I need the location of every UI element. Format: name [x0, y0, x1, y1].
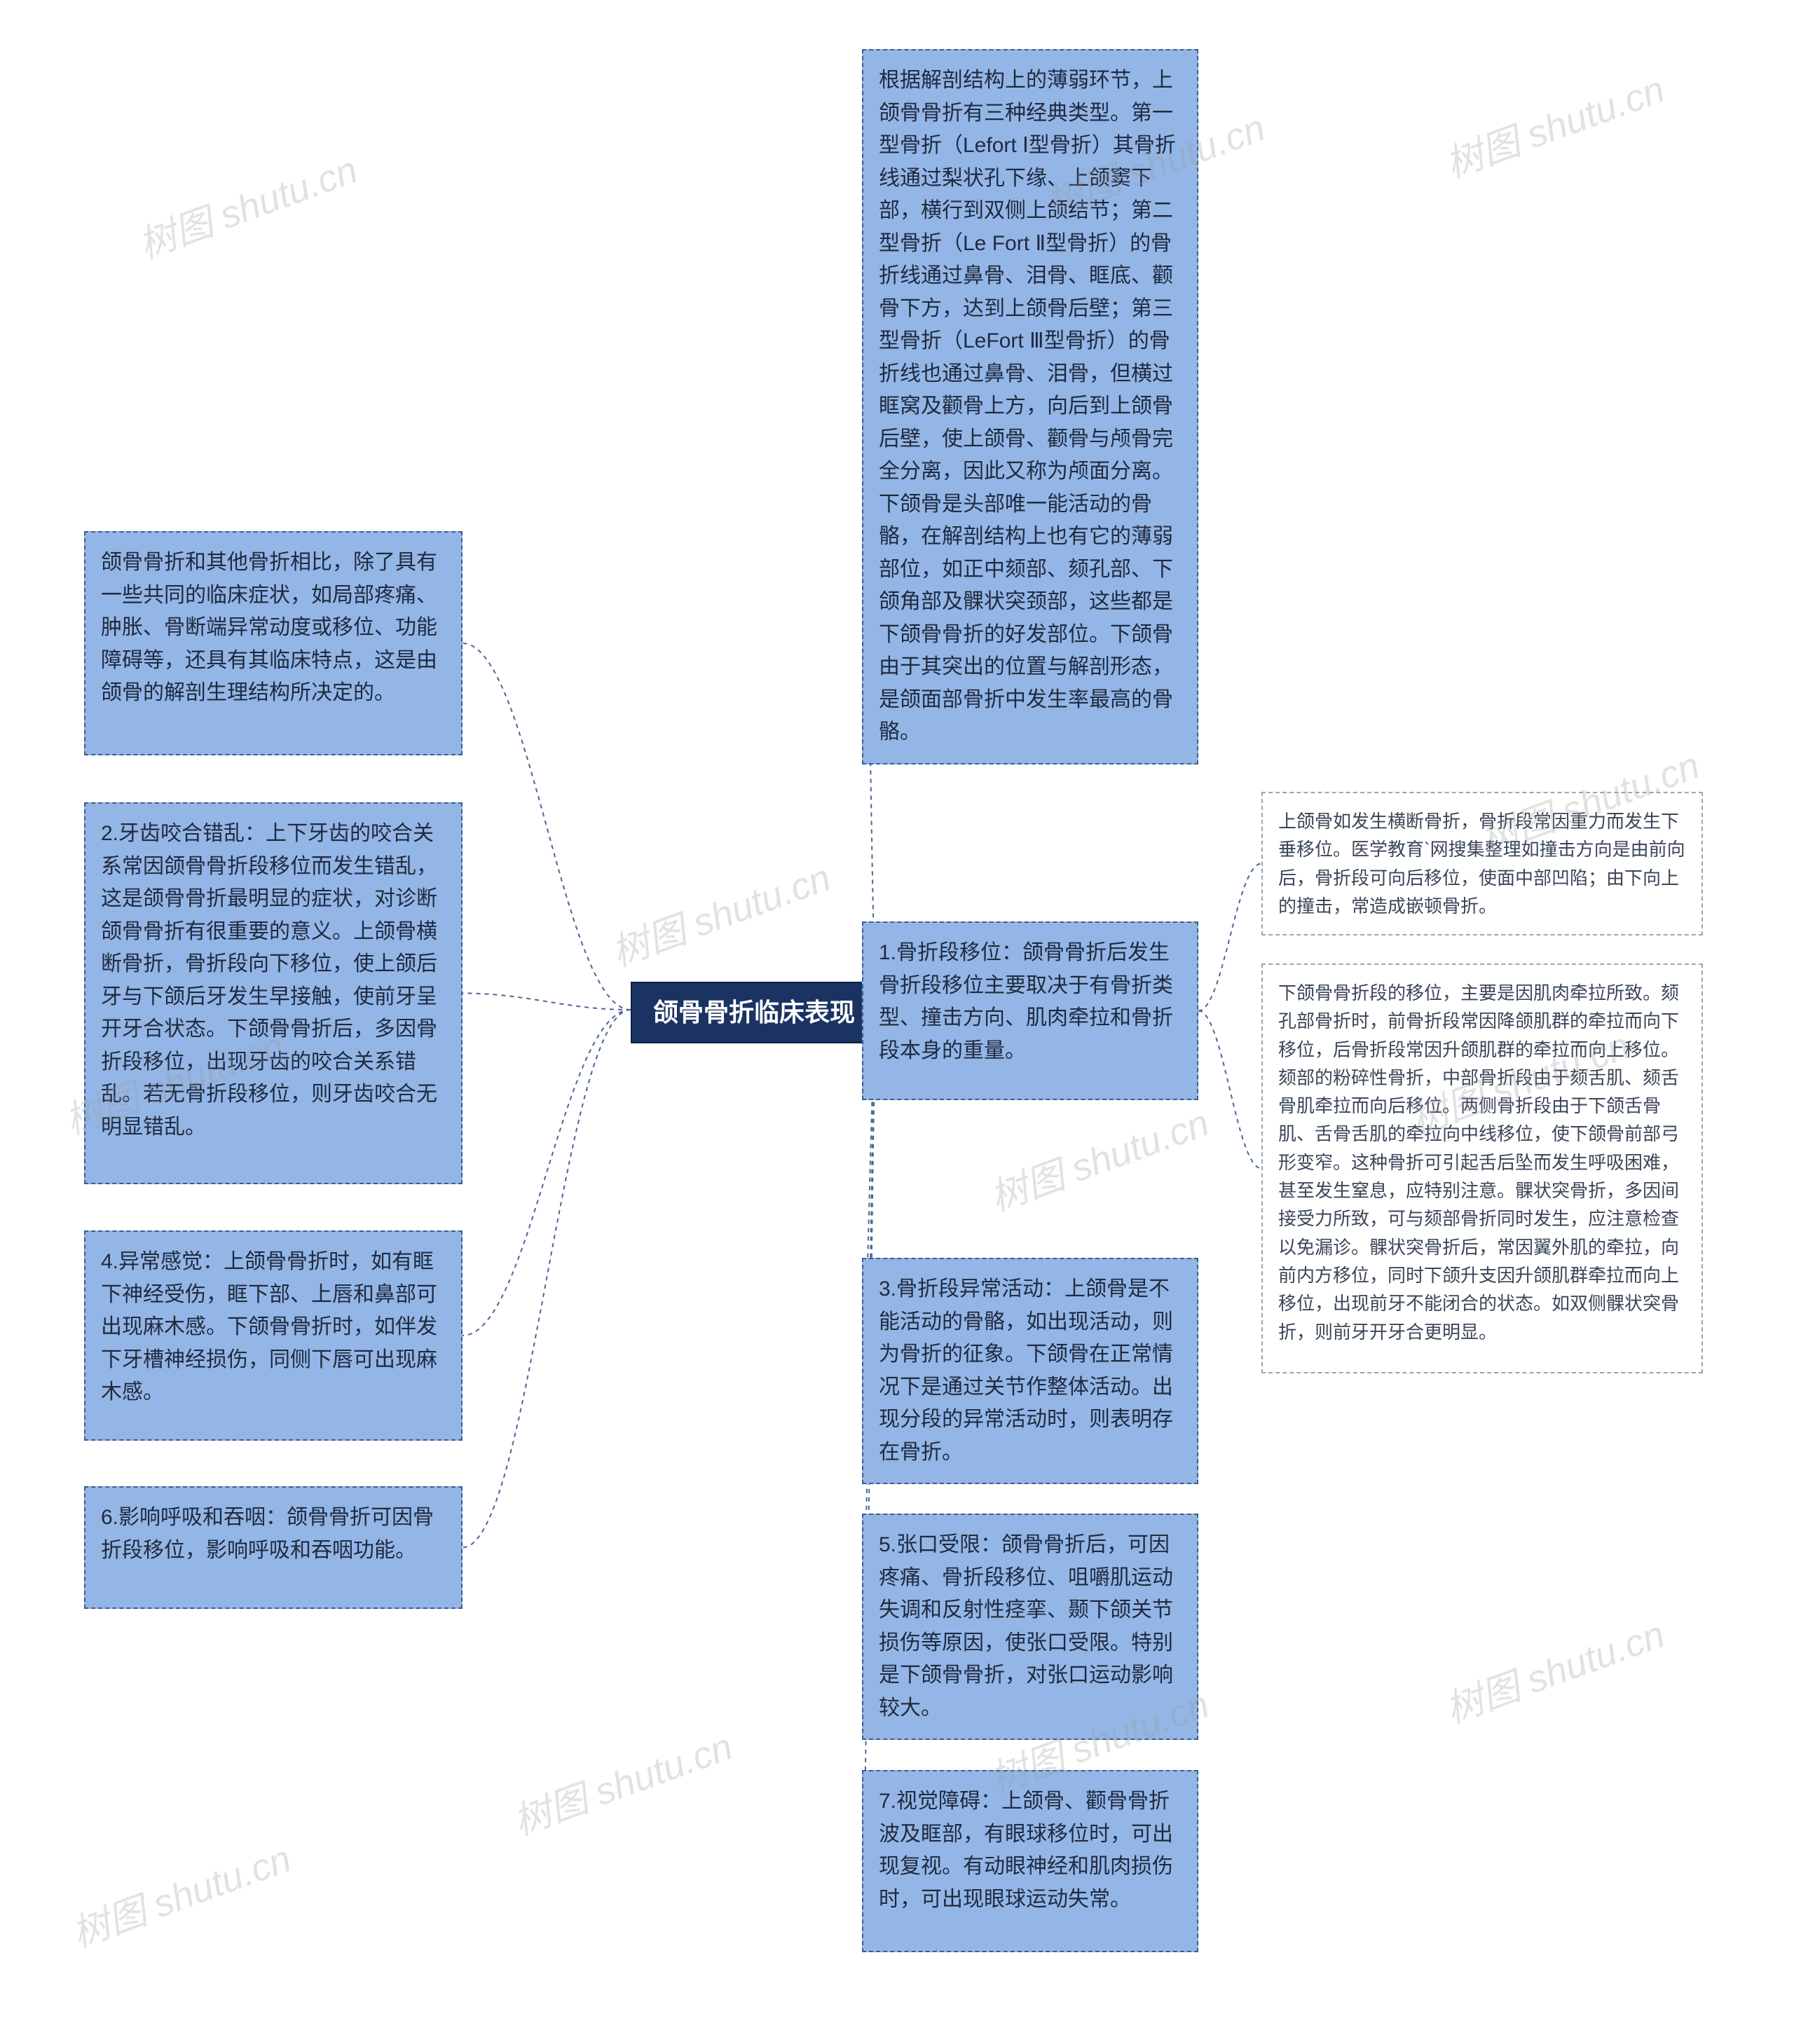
connector: [463, 1010, 631, 1548]
watermark: 树图 shutu.cn: [63, 1827, 297, 1958]
mindmap-stage: 颌骨骨折临床表现 颌骨骨折和其他骨折相比，除了具有一些共同的临床症状，如局部疼痛、…: [0, 0, 1794, 2044]
mindmap-right-node: 7.视觉障碍：上颌骨、颧骨骨折波及眶部，有眼球移位时，可出现复视。有动眼神经和肌…: [862, 1770, 1198, 1952]
mindmap-left-node: 2.牙齿咬合错乱：上下牙齿的咬合关系常因颌骨骨折段移位而发生错乱，这是颌骨骨折最…: [84, 802, 463, 1184]
mindmap-left-node: 6.影响呼吸和吞咽：颌骨骨折可因骨折段移位，影响呼吸和吞咽功能。: [84, 1486, 463, 1609]
mindmap-right-node: 5.张口受限：颌骨骨折后，可因疼痛、骨折段移位、咀嚼肌运动失调和反射性痉挛、颞下…: [862, 1514, 1198, 1740]
connector: [463, 1010, 631, 1336]
watermark: 树图 shutu.cn: [603, 846, 837, 977]
mindmap-leaf-node: 下颌骨骨折段的移位，主要是因肌肉牵拉所致。颏孔部骨折时，前骨折段常因降颌肌群的牵…: [1261, 963, 1703, 1373]
watermark: 树图 shutu.cn: [130, 139, 364, 269]
connector: [1198, 1011, 1261, 1169]
watermark: 树图 shutu.cn: [1437, 58, 1671, 188]
mindmap-left-node: 颌骨骨折和其他骨折相比，除了具有一些共同的临床症状，如局部疼痛、肿胀、骨断端异常…: [84, 531, 463, 755]
connector: [463, 994, 631, 1010]
mindmap-leaf-node: 上颌骨如发生横断骨折，骨折段常因重力而发生下垂移位。医学教育`网搜集整理如撞击方…: [1261, 792, 1703, 935]
connector: [1198, 864, 1261, 1011]
watermark: 树图 shutu.cn: [981, 1092, 1215, 1222]
mindmap-left-node: 4.异常感觉：上颌骨骨折时，如有眶下神经受伤，眶下部、上唇和鼻部可出现麻木感。下…: [84, 1230, 463, 1441]
mindmap-right-node: 3.骨折段异常活动：上颌骨是不能活动的骨骼，如出现活动，则为骨折的征象。下颌骨在…: [862, 1258, 1198, 1484]
mindmap-right-node: 1.骨折段移位：颌骨骨折后发生骨折段移位主要取决于有骨折类型、撞击方向、肌肉牵拉…: [862, 921, 1198, 1100]
mindmap-root: 颌骨骨折临床表现: [631, 982, 877, 1043]
mindmap-right-node: 根据解剖结构上的薄弱环节，上颌骨骨折有三种经典类型。第一型骨折（Lefort Ⅰ…: [862, 49, 1198, 764]
watermark: 树图 shutu.cn: [505, 1715, 739, 1846]
connector: [463, 643, 631, 1010]
watermark: 树图 shutu.cn: [1437, 1603, 1671, 1734]
